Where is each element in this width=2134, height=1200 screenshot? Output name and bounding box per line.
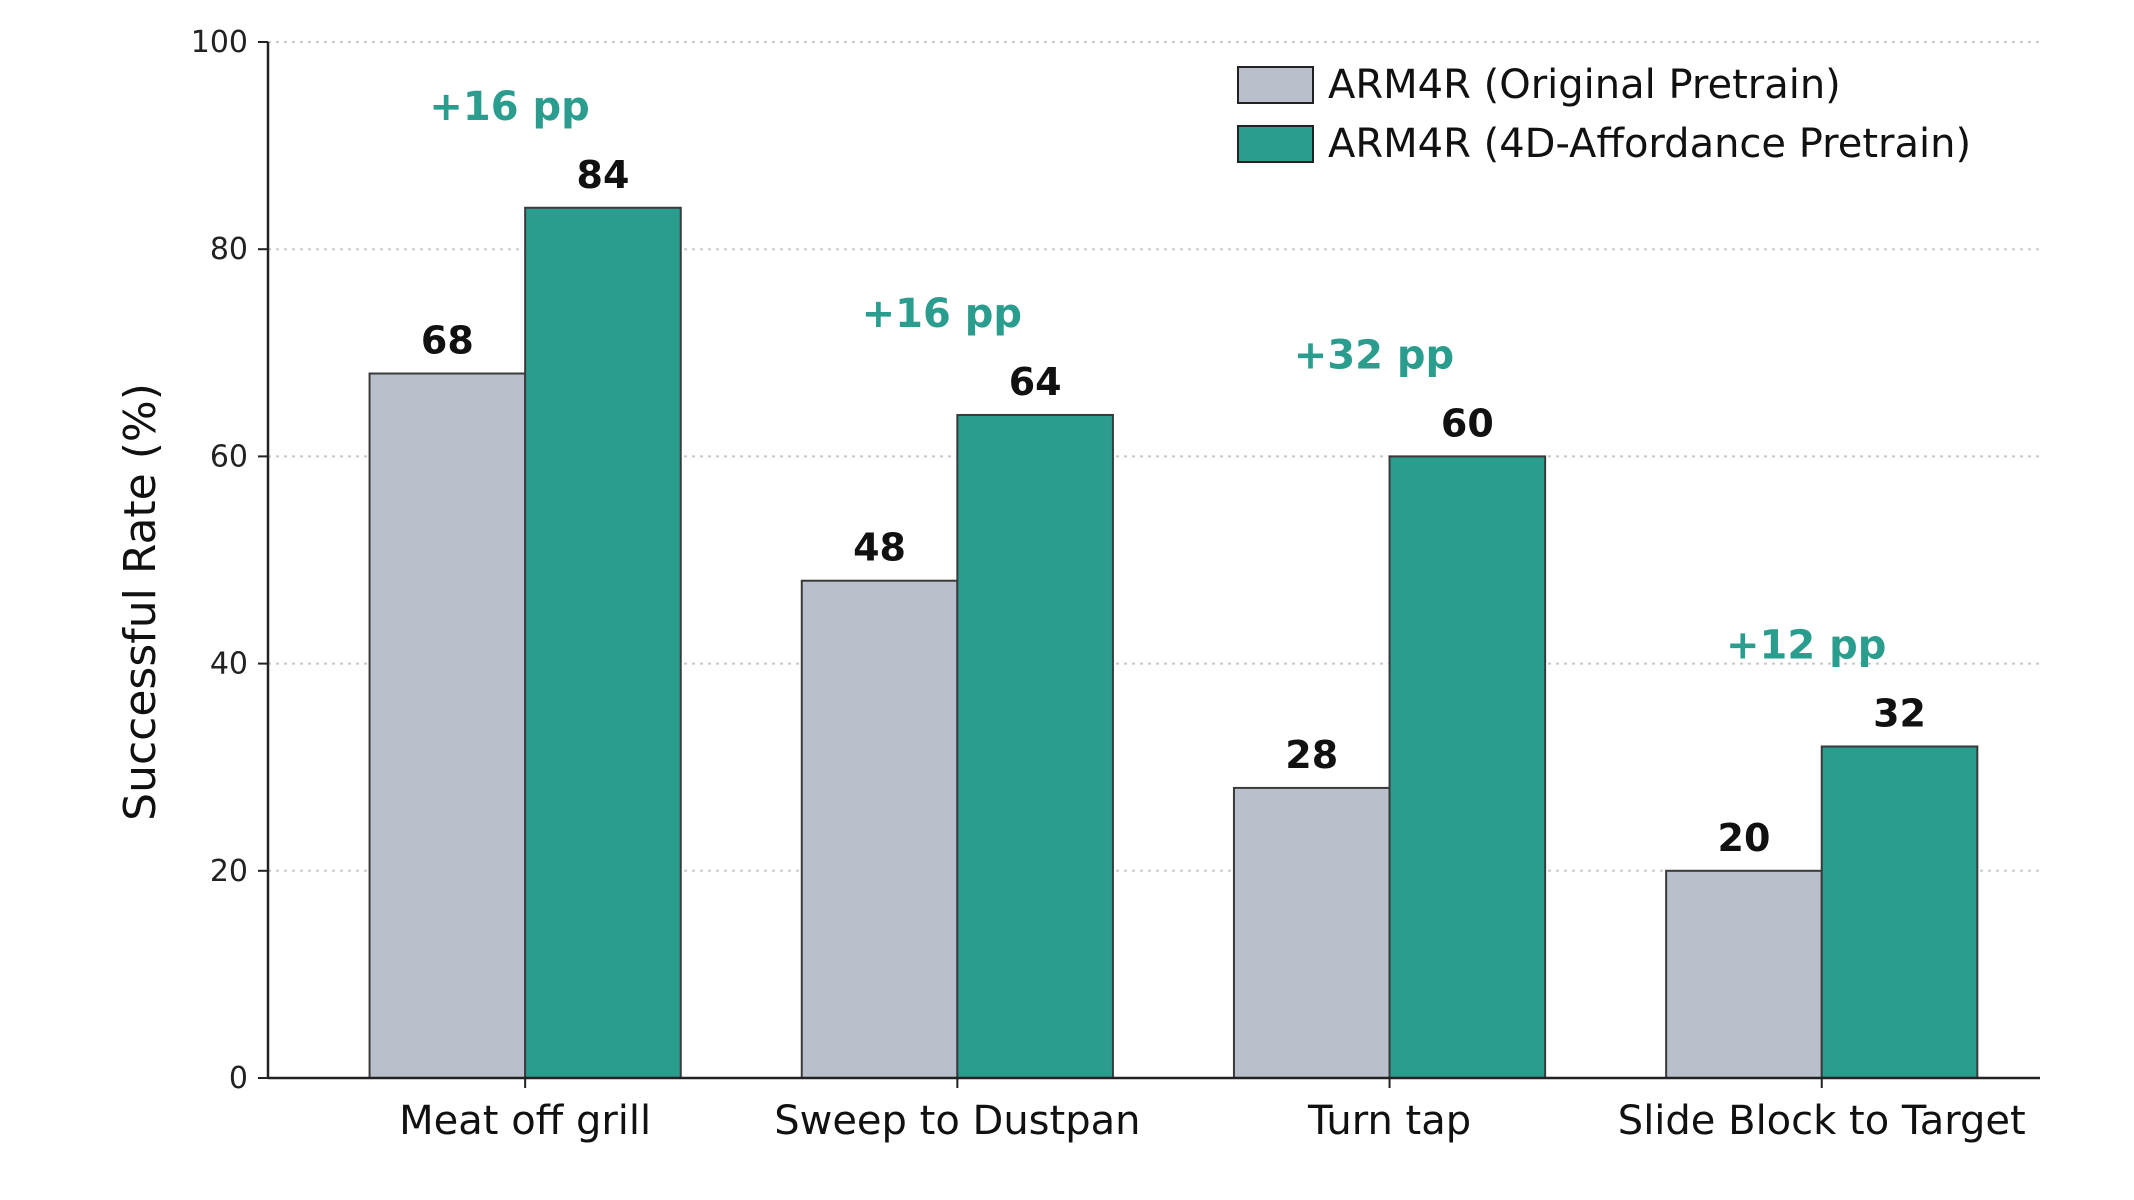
improvement-annotation: +16 pp	[862, 291, 1022, 337]
bar-affordance	[956, 413, 1114, 1079]
x-tick-label: Meat off grill	[399, 1098, 651, 1144]
bar-value-label: 20	[1718, 816, 1771, 860]
legend-swatch	[1237, 66, 1314, 104]
bar-value-label: 48	[853, 526, 906, 570]
improvement-annotation: +16 pp	[429, 84, 589, 130]
bar-original	[1665, 869, 1823, 1079]
bar-original	[1232, 786, 1391, 1079]
axes	[258, 41, 2040, 1088]
y-axis-title: Successful Rate (%)	[115, 383, 166, 821]
bar-value-label: 28	[1285, 733, 1338, 777]
legend-swatch	[1237, 125, 1314, 163]
y-tick-label: 60	[210, 439, 248, 474]
legend-label: ARM4R (4D-Affordance Pretrain)	[1328, 121, 1971, 167]
y-tick-label: 80	[210, 232, 248, 267]
bar-value-label: 64	[1009, 360, 1062, 404]
improvement-annotation: +12 pp	[1726, 622, 1886, 668]
bar-affordance	[524, 206, 682, 1079]
x-tick-label: Slide Block to Target	[1618, 1098, 2026, 1144]
bar-original	[800, 579, 959, 1079]
bar-value-label: 84	[577, 153, 630, 197]
y-tick-label: 100	[191, 25, 248, 60]
bar-original	[368, 372, 527, 1079]
y-tick-label: 20	[210, 854, 248, 889]
y-tick-label: 0	[229, 1061, 248, 1096]
bar-value-label: 68	[421, 319, 474, 363]
bar-affordance	[1388, 455, 1547, 1079]
bar-affordance	[1820, 745, 1979, 1079]
bars	[368, 206, 1979, 1079]
x-tick-label: Turn tap	[1307, 1098, 1471, 1144]
legend-label: ARM4R (Original Pretrain)	[1328, 62, 1841, 108]
bar-value-label: 60	[1441, 401, 1494, 445]
x-tick-label: Sweep to Dustpan	[774, 1098, 1140, 1144]
improvement-annotation: +32 pp	[1294, 332, 1454, 378]
labels: 0 20 40 60 80 100 68 84 Meat off grill +16 pp 48 64…	[191, 25, 2026, 1144]
legend: ARM4R (Original Pretrain) ARM4R (4D-Affor…	[1237, 62, 1971, 167]
bar-value-label: 32	[1873, 691, 1926, 735]
y-tick-label: 40	[210, 647, 248, 682]
